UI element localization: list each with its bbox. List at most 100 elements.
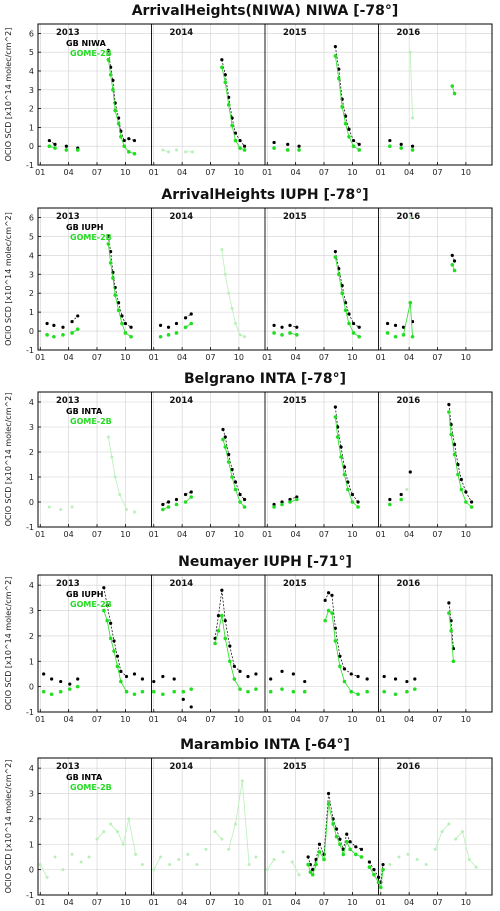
series-line-segment [450, 434, 455, 455]
data-point [336, 76, 341, 81]
data-point [295, 325, 299, 329]
series-line-segment [117, 831, 124, 845]
data-point [365, 677, 369, 681]
data-point [350, 500, 355, 504]
y-tick-label: 3 [29, 607, 34, 616]
data-point [280, 669, 284, 674]
legend-entry-gb: GB IUPH [66, 223, 103, 232]
series-line-segment [345, 116, 350, 130]
x-tick-label: 07 [205, 168, 215, 177]
data-point [159, 855, 163, 859]
data-point [111, 78, 115, 82]
x-tick-label: 01 [376, 530, 386, 539]
data-point [280, 500, 284, 504]
data-point [240, 779, 244, 783]
data-point [61, 325, 65, 329]
plot-frame [37, 207, 493, 351]
data-point [272, 331, 276, 335]
data-point [447, 410, 451, 414]
data-point [174, 497, 179, 502]
series-line-segment [235, 780, 243, 825]
data-point [230, 306, 234, 310]
data-point [356, 500, 360, 504]
data-point [342, 667, 347, 671]
data-point [357, 325, 361, 329]
series-line-segment [128, 818, 137, 855]
data-point [452, 91, 457, 96]
data-point [323, 618, 327, 623]
data-point [172, 677, 176, 681]
data-point [433, 847, 437, 851]
x-tick-label: 07 [92, 898, 102, 907]
data-point [303, 679, 307, 684]
data-point [280, 502, 284, 507]
data-point [129, 325, 133, 329]
series-line-segment [234, 678, 241, 690]
data-point [272, 323, 276, 327]
x-tick-label: 04 [291, 530, 301, 539]
data-point [451, 659, 456, 664]
panel-title: ArrivalHeights IUPH [-78°] [161, 187, 368, 203]
panel-title: ArrivalHeights(NIWA) NIWA [-78°] [132, 3, 399, 19]
data-point [132, 138, 137, 143]
x-tick-label: 10 [120, 715, 130, 724]
series-line-segment [214, 831, 223, 840]
y-tick-label: 4 [29, 581, 34, 590]
data-point [228, 659, 232, 664]
data-point [272, 857, 276, 861]
data-point [294, 497, 299, 502]
series-line-segment [118, 117, 122, 132]
data-point [351, 321, 356, 326]
data-point [254, 672, 258, 676]
data-point [343, 114, 348, 118]
series-line-segment [341, 285, 346, 303]
series-line-segment [380, 864, 384, 883]
series-line-segment [119, 494, 127, 510]
data-point [393, 692, 398, 697]
series-line-segment [315, 851, 320, 865]
plot-frame [37, 391, 493, 528]
series-line-segment [110, 823, 118, 832]
y-tick-label: -1 [26, 161, 34, 170]
data-point [342, 679, 347, 684]
data-point [106, 57, 111, 62]
data-point [174, 148, 178, 152]
data-point [454, 837, 458, 841]
data-point [345, 832, 349, 836]
data-point [110, 455, 114, 459]
data-point [424, 863, 428, 867]
data-point [132, 672, 137, 676]
legend-entry-gome: GOME-2B [70, 783, 112, 792]
data-point [64, 144, 68, 148]
data-point [415, 857, 419, 861]
data-point [233, 822, 237, 826]
series-line-segment [319, 844, 325, 855]
series-line-segment [348, 313, 354, 324]
series-line-segment [450, 620, 454, 649]
data-point [337, 67, 341, 71]
data-point [76, 677, 80, 681]
series-line-segment [112, 278, 116, 296]
data-point [158, 323, 163, 327]
data-point [122, 138, 126, 143]
data-point [357, 148, 362, 152]
data-point [326, 591, 331, 595]
data-point [76, 314, 80, 318]
x-tick-label: 04 [291, 898, 301, 907]
data-point [344, 839, 349, 844]
x-tick-label: 01 [35, 898, 45, 907]
x-tick-label: 01 [35, 353, 45, 362]
x-tick-label: 01 [376, 715, 386, 724]
year-label: 2013 [56, 762, 80, 772]
x-tick-label: 10 [461, 530, 471, 539]
data-point [356, 674, 360, 679]
series-line-segment [110, 74, 114, 90]
series-line-segment [441, 823, 450, 832]
x-tick-label: 10 [120, 898, 130, 907]
data-point [111, 276, 115, 280]
data-point [382, 674, 386, 679]
data-point [288, 497, 292, 502]
data-point [464, 490, 468, 494]
data-point [399, 142, 403, 146]
series-line-segment [450, 630, 454, 662]
